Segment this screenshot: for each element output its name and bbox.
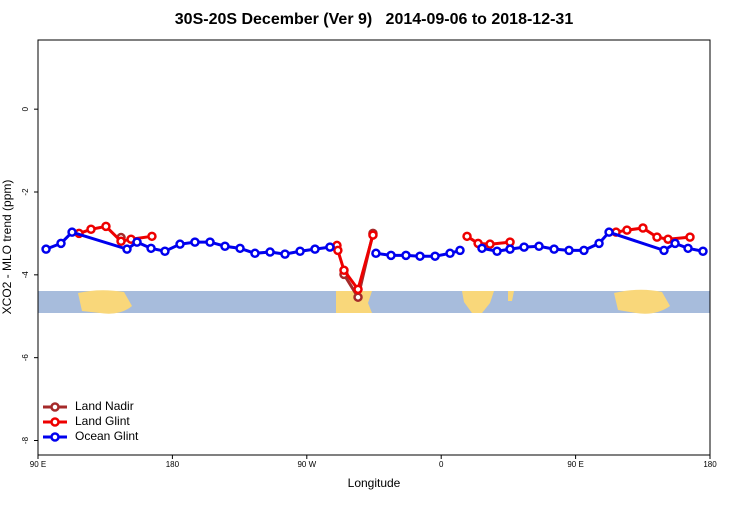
- land-africa: [462, 291, 494, 313]
- data-point: [604, 227, 614, 237]
- data-point: [386, 250, 396, 261]
- data-point: [56, 238, 66, 249]
- data-point: [122, 244, 132, 254]
- data-point: [368, 230, 378, 240]
- y-axis-label: XCO2 - MLO trend (ppm): [0, 180, 14, 315]
- data-point: [325, 242, 335, 252]
- chart-title: 30S-20S December (Ver 9) 2014-09-06 to 2…: [175, 11, 574, 28]
- legend-label: Ocean Glint: [75, 429, 139, 443]
- legend-marker: [50, 402, 60, 412]
- data-point: [492, 246, 502, 256]
- y-tick-label: 0: [21, 106, 30, 111]
- y-tick-label: -8: [21, 436, 30, 444]
- data-point: [353, 292, 363, 302]
- data-point: [41, 244, 51, 254]
- data-point: [534, 241, 544, 252]
- x-tick-label: 90 E: [30, 460, 46, 469]
- data-point: [220, 241, 230, 252]
- data-point: [235, 243, 245, 254]
- series-line: [78, 224, 691, 293]
- ocean-band: [38, 291, 710, 313]
- x-tick-label: 180: [703, 460, 717, 469]
- data-point: [564, 245, 574, 256]
- x-axis-label: Longitude: [348, 476, 401, 490]
- data-point: [67, 227, 77, 237]
- land-australia: [614, 289, 670, 314]
- data-point: [462, 231, 472, 242]
- x-tick-label: 90 E: [567, 460, 583, 469]
- y-tick-label: -2: [21, 188, 30, 196]
- data-point: [101, 221, 111, 232]
- data-point: [485, 239, 495, 249]
- data-point: [445, 248, 455, 259]
- legend-label: Land Nadir: [75, 399, 134, 413]
- data-point: [505, 244, 515, 254]
- data-point: [549, 244, 559, 254]
- data-point: [116, 236, 126, 247]
- x-tick-label: 90 W: [297, 460, 316, 469]
- data-point: [455, 245, 465, 256]
- data-point: [353, 284, 363, 295]
- plot-frame: [37, 39, 711, 456]
- data-point: [265, 247, 275, 257]
- data-point: [685, 232, 695, 242]
- legend-marker: [50, 417, 60, 427]
- data-point: [280, 249, 290, 259]
- x-tick-label: 180: [166, 460, 180, 469]
- data-point: [310, 244, 320, 254]
- data-point: [659, 245, 669, 256]
- data-point: [190, 237, 200, 247]
- data-point: [579, 245, 589, 256]
- data-point: [594, 238, 604, 249]
- data-point: [205, 237, 215, 247]
- data-point: [401, 250, 411, 261]
- land-madagascar: [508, 291, 514, 301]
- data-point: [147, 231, 157, 242]
- data-point: [683, 243, 693, 254]
- data-point: [652, 232, 662, 242]
- data-point: [175, 239, 185, 249]
- y-tick-label: -4: [21, 271, 30, 279]
- data-point: [250, 248, 260, 259]
- data-point: [663, 234, 673, 244]
- data-point: [160, 246, 170, 256]
- map-band: [38, 289, 710, 314]
- data-point: [519, 242, 529, 252]
- data-point: [670, 238, 680, 249]
- data-point: [698, 246, 708, 256]
- data-point: [638, 223, 648, 233]
- land-australia: [78, 290, 132, 314]
- data-point: [132, 237, 142, 247]
- data-point: [430, 251, 440, 261]
- land-south-america: [336, 291, 372, 313]
- data-point: [415, 251, 425, 261]
- data-point: [333, 245, 343, 256]
- x-tick-label: 0: [439, 460, 444, 469]
- legend-marker: [50, 432, 60, 442]
- data-point: [86, 224, 96, 235]
- data-point: [295, 246, 305, 256]
- data-point: [371, 248, 381, 259]
- data-point: [339, 265, 349, 276]
- data-point: [146, 243, 156, 254]
- data-point: [622, 225, 632, 235]
- data-point: [477, 243, 487, 254]
- y-tick-label: -6: [21, 354, 30, 362]
- legend-label: Land Glint: [75, 414, 130, 428]
